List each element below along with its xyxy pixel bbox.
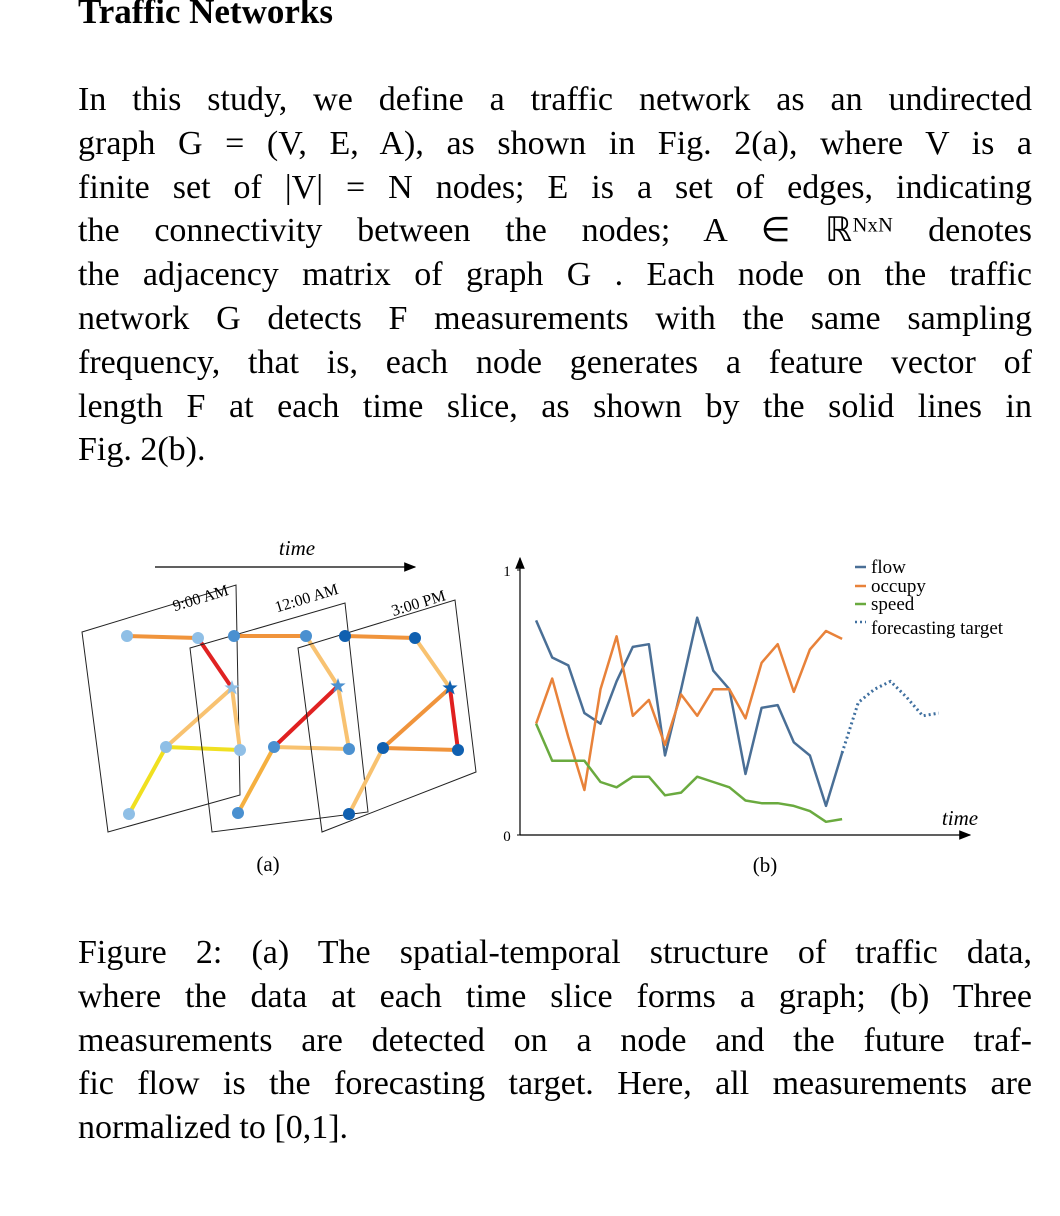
text-line: length F at each time slice, as shown by…: [78, 387, 1032, 425]
slice-frame: [189, 602, 369, 833]
time-label: time: [279, 536, 315, 560]
legend-label: forecasting target: [871, 618, 1004, 639]
text-line: network G detects F measurements with th…: [78, 299, 1032, 337]
legend-label: speed: [871, 594, 915, 615]
slice-frame: [297, 599, 477, 833]
y-tick-label: 1: [503, 564, 511, 580]
series-line: [534, 629, 843, 792]
series-line: [534, 723, 843, 824]
text-line: measurements are detected on a node and …: [78, 1021, 1032, 1059]
slice-frame: [81, 584, 241, 833]
series-line: [840, 679, 940, 754]
text-line: where the data at each time slice forms …: [78, 977, 1032, 1015]
text-line: Fig. 2(b).: [78, 431, 206, 469]
text-line: graph G = (V, E, A), as shown in Fig. 2(…: [78, 124, 1032, 162]
text-line: finite set of |V| = N nodes; E is a set …: [78, 168, 1032, 206]
y-tick-label: 0: [503, 829, 511, 845]
text-line: frequency, that is, each node generates …: [78, 343, 1032, 381]
series-line: [534, 616, 844, 808]
section-title: Traffic Networks: [78, 0, 333, 31]
x-axis-label: time: [942, 806, 978, 830]
paragraph: In this study, we define a traffic netwo…: [78, 78, 1032, 472]
legend-label: flow: [871, 557, 906, 578]
legend-label: occupy: [871, 576, 926, 597]
text-line: normalized to [0,1].: [78, 1109, 349, 1147]
text-line: the adjacency matrix of graph G . Each n…: [78, 256, 1032, 294]
panel-a: time: [81, 536, 477, 876]
panel-label: (a): [256, 852, 279, 876]
text-line: In this study, we define a traffic netwo…: [78, 81, 1032, 118]
caption: Figure 2: (a) The spatial-temporal struc…: [78, 931, 1032, 1150]
text-line: the connectivity between the nodes; A ∈ …: [78, 212, 1032, 250]
text-line: fic flow is the forecasting target. Here…: [78, 1065, 1032, 1103]
panel-label: (b): [753, 853, 778, 877]
text-line: Figure 2: (a) The spatial-temporal struc…: [78, 934, 1032, 971]
